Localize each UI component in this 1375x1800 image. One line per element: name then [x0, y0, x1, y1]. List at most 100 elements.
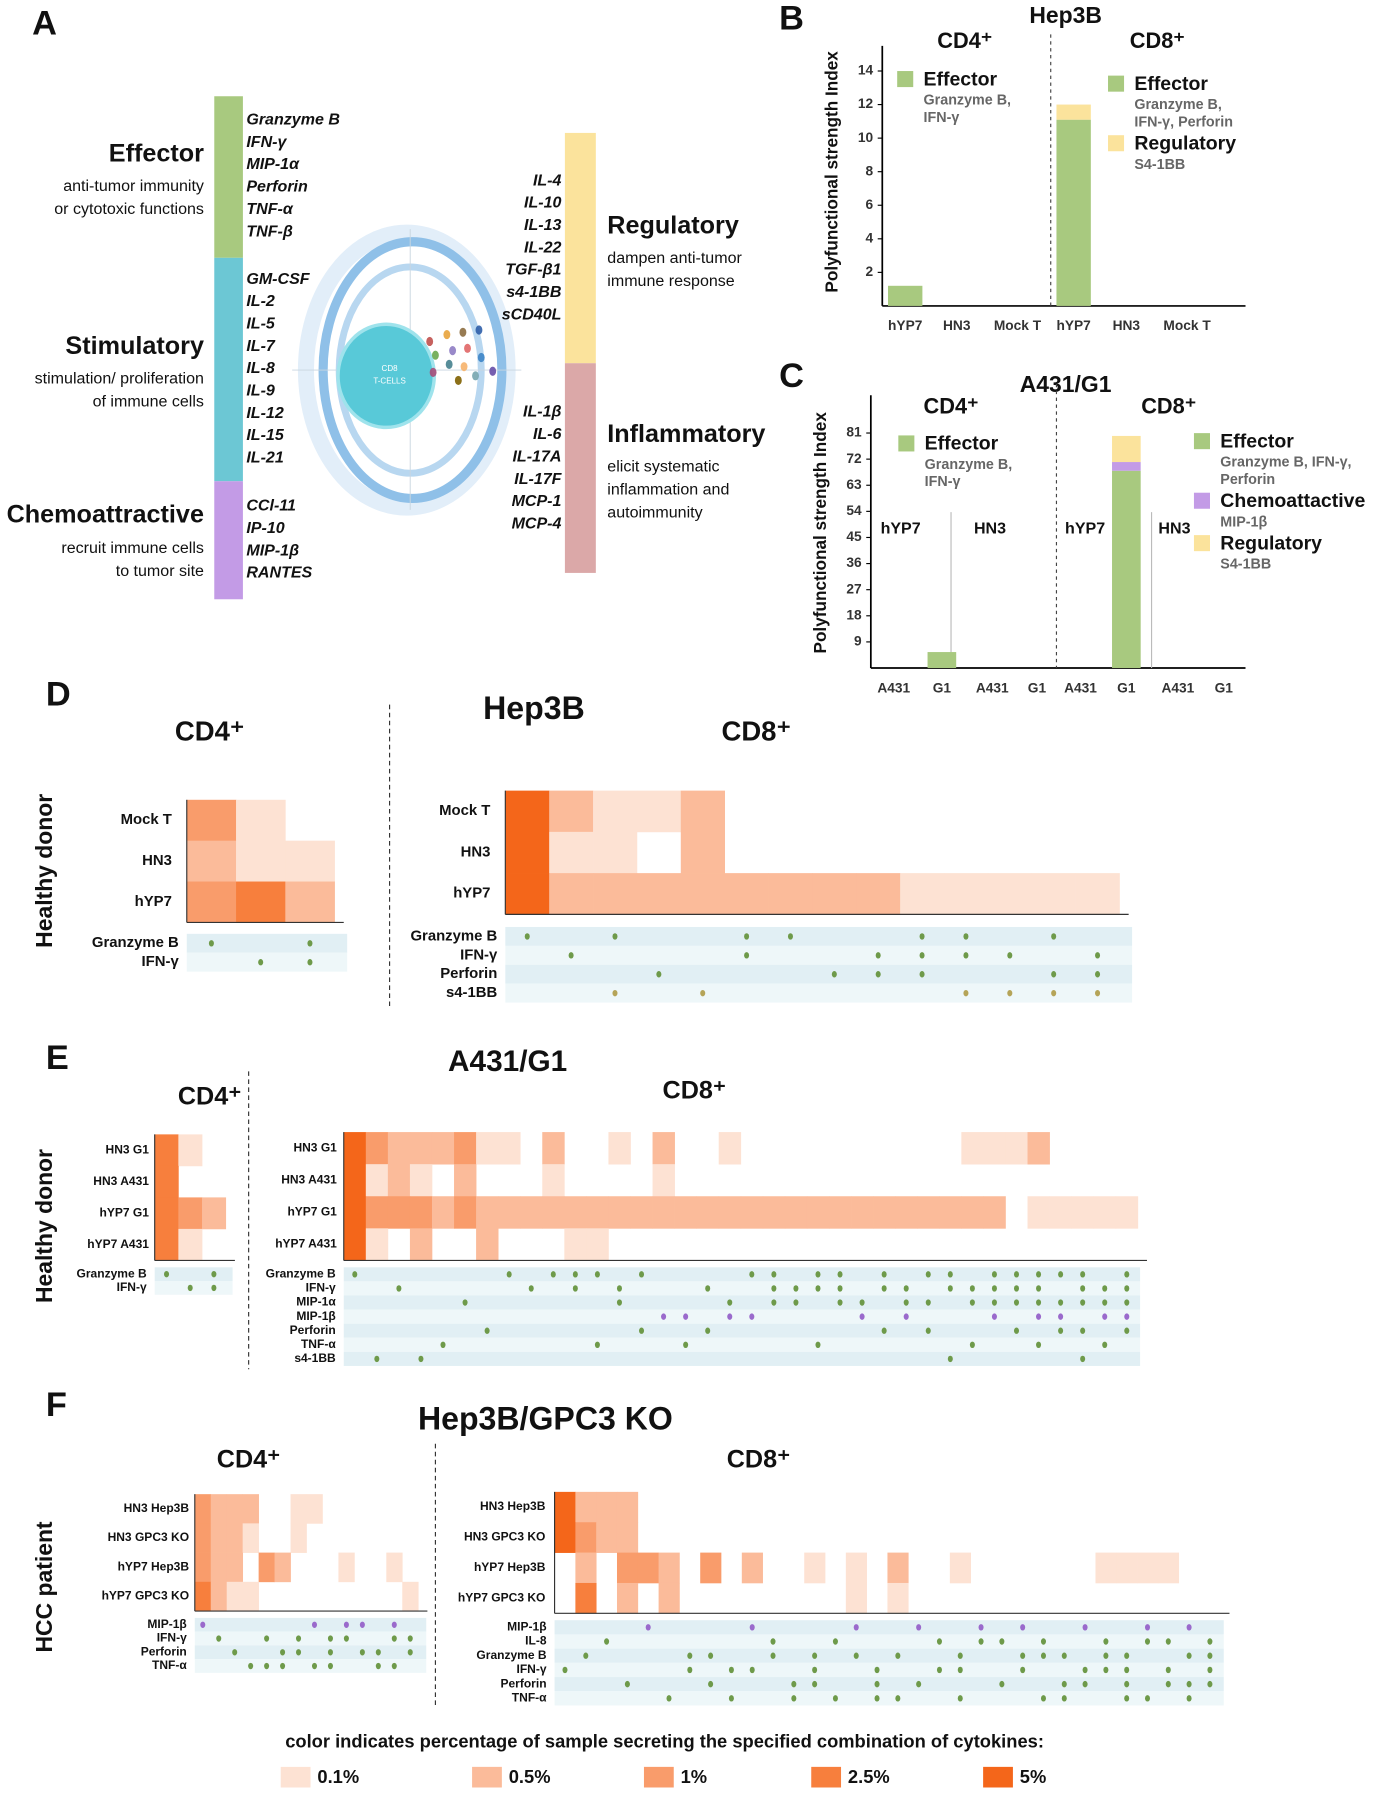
heatmap-cell: [616, 1491, 639, 1523]
combination-dot: [1102, 1285, 1108, 1292]
heatmap-cell: [194, 1494, 212, 1524]
legend-label: 2.5%: [848, 1766, 890, 1787]
heatmap-cell: [575, 1582, 597, 1614]
category-description: elicit systematic: [607, 458, 719, 476]
combination-dot: [296, 1635, 302, 1642]
combination-dot: [375, 1662, 381, 1670]
combination-dot: [562, 1666, 568, 1674]
combination-dot: [749, 1313, 755, 1320]
row-label: hYP7: [453, 886, 490, 902]
combination-dot: [666, 1695, 672, 1702]
dot-row-band: [554, 1634, 1224, 1649]
cytokine-name: MCP-1: [512, 492, 562, 510]
bar-segment: [1112, 470, 1141, 669]
combination-dot: [916, 1624, 922, 1631]
row-label: HN3 GPC3 KO: [108, 1530, 189, 1544]
combination-dot: [991, 1313, 997, 1320]
x-tick-label: hYP7: [1056, 318, 1091, 333]
combination-dot: [1036, 1341, 1042, 1349]
category-bar: [214, 257, 243, 482]
combination-dot: [875, 952, 881, 959]
x-tick-label: Mock T: [994, 318, 1042, 333]
combination-dot: [232, 1649, 238, 1656]
heatmap-cell: [1095, 1552, 1117, 1584]
heatmap-cell: [542, 1164, 565, 1197]
combination-dot: [258, 959, 264, 966]
category-name: Stimulatory: [65, 332, 204, 360]
group-title: CD4⁺: [924, 394, 979, 419]
row-label: hYP7 GPC3 KO: [458, 1590, 545, 1604]
heatmap-cell: [202, 1197, 227, 1230]
cytokine-name: TNF-β: [246, 222, 293, 240]
combination-dot: [1165, 1638, 1171, 1645]
cytokine-label: IFN-γ: [142, 954, 180, 970]
combination-dot: [837, 1285, 843, 1292]
combination-dot: [550, 1271, 556, 1278]
cytokine-name: IL-8: [246, 359, 275, 377]
category-description: inflammation and: [607, 481, 729, 499]
combination-dot: [1080, 1285, 1086, 1292]
heatmap-cell: [154, 1228, 179, 1261]
heatmap-cell: [285, 881, 335, 923]
combination-dot: [859, 1313, 865, 1320]
combination-dot: [375, 1649, 381, 1656]
heatmap-cell: [549, 831, 594, 874]
y-axis-label: Polyfunctional strength Index: [822, 51, 842, 293]
heatmap-cell: [1093, 1196, 1117, 1229]
y-tick-label: 54: [846, 503, 862, 518]
combination-dot: [1165, 1666, 1171, 1674]
combination-dot: [1186, 1680, 1192, 1688]
cytokine-name: IL-4: [533, 171, 562, 189]
legend-swatch: [983, 1766, 1013, 1788]
dot-row-band: [186, 933, 348, 953]
heatmap-cell: [386, 1552, 403, 1583]
combination-dot: [831, 971, 837, 978]
heatmap-cell: [549, 790, 594, 833]
y-tick-label: 81: [846, 425, 862, 440]
group-title: CD4⁺: [937, 28, 992, 53]
combination-dot: [1207, 1652, 1213, 1659]
chart-title: Hep3B/GPC3 KO: [418, 1400, 673, 1436]
combination-dot: [963, 989, 969, 997]
x-tick-label: A431: [976, 680, 1009, 695]
heatmap-cell: [365, 1228, 389, 1261]
dot-row-band: [154, 1281, 233, 1295]
heatmap-cell: [845, 1582, 867, 1614]
combination-dot: [311, 1662, 318, 1670]
dot-row-band: [194, 1645, 427, 1660]
combination-dot: [1103, 1666, 1109, 1674]
cytokine-label: s4-1BB: [446, 985, 498, 1001]
dot-row-band: [194, 1659, 427, 1673]
heatmap-cell: [575, 1522, 597, 1553]
y-tick-label: 12: [858, 96, 874, 111]
combination-dot: [624, 1680, 630, 1688]
chart-title: Hep3B: [483, 690, 585, 726]
combination-dot: [919, 971, 925, 978]
combination-dot: [164, 1270, 170, 1278]
dot-row-band: [343, 1295, 1141, 1310]
heatmap-cell: [226, 1552, 244, 1583]
heatmap-cell: [290, 1494, 307, 1524]
heatmap-cell: [983, 1196, 1006, 1229]
combination-dot: [969, 1285, 975, 1292]
dot-row-band: [343, 1323, 1141, 1338]
row-label: hYP7 A431: [275, 1237, 337, 1251]
heatmap-cell: [784, 1196, 808, 1229]
heatmap-cell: [210, 1581, 228, 1612]
legend-label: Chemoattactive: [1220, 490, 1365, 512]
heatmap-cell: [554, 1522, 576, 1553]
combination-dot: [1124, 1327, 1130, 1334]
combination-dot: [1058, 1299, 1064, 1306]
combination-dot: [1040, 1695, 1046, 1702]
heatmap-cell: [1075, 873, 1120, 915]
combination-dot: [359, 1649, 365, 1656]
heatmap-cell: [365, 1132, 389, 1165]
combination-dot: [744, 952, 750, 959]
combination-dot: [881, 1327, 887, 1334]
combination-dot: [440, 1341, 446, 1349]
cytokine-name: MIP-1α: [246, 155, 300, 173]
combination-dot: [1186, 1652, 1192, 1659]
heatmap-cell: [1115, 1196, 1139, 1229]
